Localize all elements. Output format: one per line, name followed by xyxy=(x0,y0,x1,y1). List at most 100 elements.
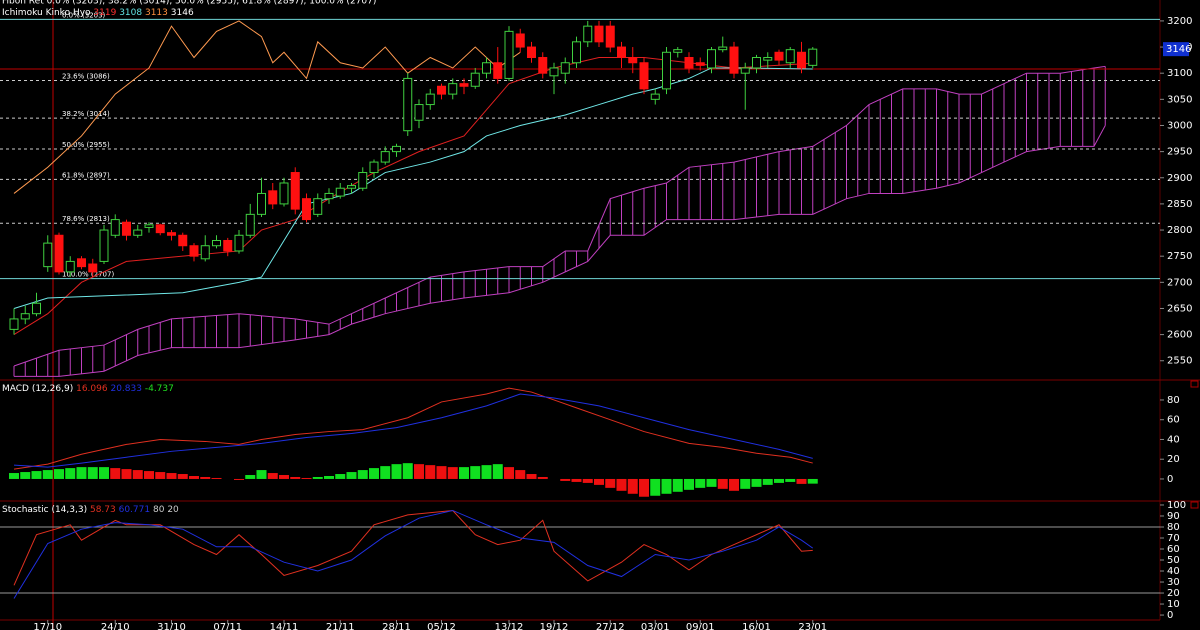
panel-button xyxy=(1190,501,1199,509)
histogram-bar xyxy=(65,468,76,479)
y-tick-label: 50 xyxy=(1167,555,1180,566)
candle-body xyxy=(774,51,784,61)
candle-body xyxy=(470,72,480,87)
histogram-bar xyxy=(76,467,87,479)
histogram-bar xyxy=(560,478,571,481)
y-tick-label: 20 xyxy=(1167,588,1180,599)
histogram-bar xyxy=(99,467,109,479)
level-value: 20 xyxy=(167,505,179,515)
indicator-line xyxy=(13,20,521,194)
candle-body xyxy=(65,260,75,273)
candle-body xyxy=(797,51,806,69)
histogram-bar xyxy=(582,478,593,483)
y-tick-label: 40 xyxy=(1167,566,1180,577)
candle-body xyxy=(785,49,795,64)
histogram-bar xyxy=(751,478,762,487)
histogram-bar xyxy=(627,478,638,494)
x-tick-label: 14/11 xyxy=(270,622,299,630)
histogram-bar xyxy=(42,470,53,479)
x-tick-label: 16/01 xyxy=(742,622,771,630)
y-tick-label: 3200 xyxy=(1167,16,1192,27)
histogram-bar xyxy=(661,478,672,494)
indicator-line xyxy=(13,509,814,599)
candle-body xyxy=(380,151,390,163)
candle-body xyxy=(257,192,266,215)
y-tick-label: 20 xyxy=(1167,454,1180,465)
histogram-bar xyxy=(132,470,143,479)
fib-label: 78.6% (2813) xyxy=(62,215,110,223)
x-tick-label: 13/12 xyxy=(495,622,524,630)
histogram-bar xyxy=(380,466,391,479)
histogram-bar xyxy=(515,470,526,479)
last-price-label: 3146 xyxy=(1166,44,1191,55)
candle-body xyxy=(740,67,750,74)
y-tick-label: 3050 xyxy=(1167,94,1192,105)
candle-body xyxy=(212,239,221,247)
histogram-bar xyxy=(234,478,244,480)
candle-body xyxy=(245,213,255,236)
candle-body xyxy=(673,49,683,53)
y-tick-label: 2900 xyxy=(1167,173,1192,184)
y-tick-label: 3100 xyxy=(1167,68,1192,79)
candle-body xyxy=(268,190,278,205)
indicator-header: Stochastic (14,3,3) 58.73 60.771 80 20 xyxy=(2,505,179,515)
y-tick-label: 30 xyxy=(1167,577,1180,588)
histogram-bar xyxy=(177,474,188,479)
candle-body xyxy=(808,48,818,66)
indicator-value: -4.737 xyxy=(145,384,174,394)
histogram-bar xyxy=(189,476,199,479)
last-price-box xyxy=(1163,42,1189,57)
y-tick-label: 10 xyxy=(1167,599,1180,610)
histogram-bar xyxy=(740,478,751,489)
histogram-bar xyxy=(785,478,796,482)
candle-body xyxy=(628,57,638,64)
histogram-bar xyxy=(807,478,818,484)
candle-body xyxy=(493,62,503,79)
histogram-bar xyxy=(121,469,132,479)
candle-body xyxy=(122,221,131,236)
histogram-bar xyxy=(391,464,402,479)
cloud-edge xyxy=(14,125,1106,377)
histogram-bar xyxy=(481,465,492,479)
histogram-bar xyxy=(729,478,739,491)
ichimoku-value: 3119 xyxy=(93,8,116,18)
candle-body xyxy=(459,83,469,87)
histogram-bar xyxy=(301,477,312,479)
histogram-bar xyxy=(447,467,458,479)
histogram-bar xyxy=(166,473,177,479)
candle-body xyxy=(234,234,244,252)
candle-body xyxy=(99,229,109,262)
candle-body xyxy=(403,77,413,132)
indicator-line xyxy=(13,393,813,468)
candle-body xyxy=(527,46,536,59)
candle-body xyxy=(313,198,323,215)
fib-label: 50.0% (2955) xyxy=(62,141,110,149)
histogram-bar xyxy=(459,467,469,479)
histogram-bar xyxy=(425,465,436,479)
candle-body xyxy=(9,318,19,330)
histogram-bar xyxy=(200,476,211,479)
x-tick-label: 27/12 xyxy=(596,622,625,630)
histogram-bar xyxy=(245,475,256,479)
histogram-bar xyxy=(672,478,683,492)
candle-body xyxy=(223,239,233,252)
candle-body xyxy=(538,57,548,74)
level-value: 80 xyxy=(153,505,165,515)
histogram-bar xyxy=(54,469,64,479)
fib-label: 23.6% (3086) xyxy=(62,73,110,81)
indicator-title: Stochastic (14,3,3) xyxy=(2,505,87,515)
candle-body xyxy=(729,46,739,74)
x-tick-label: 21/11 xyxy=(326,622,355,630)
y-tick-label: 2850 xyxy=(1167,199,1192,210)
candle-body xyxy=(718,46,728,51)
candle-body xyxy=(279,182,289,205)
histogram-bar xyxy=(335,474,346,479)
y-tick-label: 0 xyxy=(1167,474,1173,485)
y-tick-label: 2950 xyxy=(1167,147,1192,158)
histogram-bar xyxy=(290,476,301,479)
ichimoku-header: Ichimoku Kinko Hyo 3119 3108 3113 3146 xyxy=(2,8,194,18)
candle-body xyxy=(133,229,143,236)
histogram-bar xyxy=(492,464,503,479)
indicator-line xyxy=(13,509,813,586)
